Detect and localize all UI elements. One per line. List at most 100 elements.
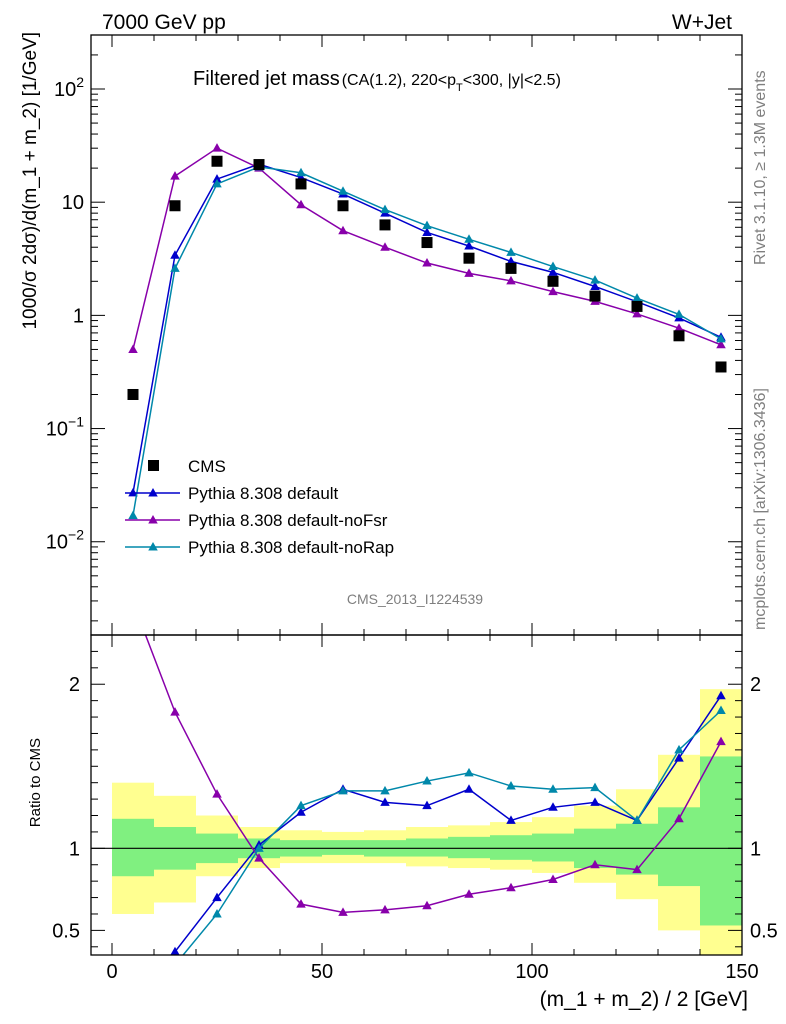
band-inner-bin-14 bbox=[700, 756, 742, 926]
top-marker-pythia-8-308-default-norap bbox=[212, 178, 222, 188]
bottom-band-layer bbox=[112, 689, 742, 955]
legend-marker bbox=[148, 542, 158, 551]
header-left: 7000 GeV pp bbox=[102, 11, 226, 34]
ratio-marker-pythia-8-308-default-norap bbox=[296, 800, 306, 810]
ratio-marker-pythia-8-308-default bbox=[422, 800, 432, 810]
band-inner-bin-0 bbox=[112, 818, 154, 877]
ratio-marker-pythia-8-308-default-nofsr bbox=[548, 874, 558, 884]
data-point-cms bbox=[505, 262, 517, 274]
top-marker-pythia-8-308-default bbox=[464, 241, 474, 250]
legend-label: Pythia 8.308 default bbox=[188, 484, 339, 503]
legend-marker bbox=[148, 515, 158, 524]
data-point-cms bbox=[337, 200, 349, 212]
data-point-cms bbox=[421, 237, 433, 249]
top-marker-pythia-8-308-default-nofsr bbox=[296, 199, 306, 209]
ratio-marker-pythia-8-308-default-nofsr bbox=[632, 864, 642, 874]
ratio-marker-pythia-8-308-default-norap bbox=[464, 767, 474, 777]
top-marker-pythia-8-308-default-nofsr bbox=[338, 225, 348, 235]
top-marker-pythia-8-308-default-norap bbox=[716, 333, 726, 343]
top-marker-pythia-8-308-default-norap bbox=[674, 309, 684, 318]
legend-item: Pythia 8.308 default-noFsr bbox=[125, 511, 388, 530]
ratio-marker-pythia-8-308-default-norap bbox=[716, 705, 726, 714]
legend-label: CMS bbox=[188, 457, 226, 476]
bottom-y-tick-label-left: 0.5 bbox=[52, 920, 80, 942]
ratio-marker-pythia-8-308-default-norap bbox=[338, 785, 348, 795]
ratio-marker-pythia-8-308-default-nofsr bbox=[506, 882, 516, 892]
title-main: Filtered jet mass bbox=[193, 68, 340, 90]
data-point-cms bbox=[253, 159, 265, 171]
legend-label: Pythia 8.308 default-noRap bbox=[188, 538, 394, 557]
data-point-cms bbox=[169, 200, 181, 212]
top-marker-pythia-8-308-default-norap bbox=[170, 263, 180, 272]
x-tick-label: 0 bbox=[106, 961, 117, 983]
ratio-marker-pythia-8-308-default bbox=[506, 815, 516, 824]
ratio-marker-pythia-8-308-default-norap bbox=[548, 784, 558, 793]
ratio-marker-pythia-8-308-default-norap bbox=[590, 782, 600, 792]
bottom-series-layer bbox=[144, 635, 726, 955]
top-marker-pythia-8-308-default-nofsr bbox=[632, 308, 642, 318]
x-tick-label: 100 bbox=[515, 961, 548, 983]
band-inner-bin-8 bbox=[448, 836, 490, 859]
legend: CMS Pythia 8.308 default Pythia 8.308 defa… bbox=[125, 457, 394, 557]
ratio-marker-pythia-8-308-default-nofsr bbox=[170, 707, 180, 716]
x-tick-label: 50 bbox=[311, 961, 333, 983]
axes-layer bbox=[90, 34, 743, 956]
top-marker-pythia-8-308-default-nofsr bbox=[464, 268, 474, 277]
top-marker-pythia-8-308-default bbox=[422, 227, 432, 236]
bottom-y-tick-label-right: 0.5 bbox=[750, 920, 778, 942]
top-marker-pythia-8-308-default bbox=[170, 250, 180, 259]
ratio-marker-pythia-8-308-default-nofsr bbox=[254, 853, 264, 862]
ratio-marker-pythia-8-308-default bbox=[674, 753, 684, 762]
side-text-bottom: mcplots.cern.ch [arXiv:1306.3436] bbox=[752, 388, 769, 630]
ratio-marker-pythia-8-308-default-nofsr bbox=[212, 789, 222, 798]
top-marker-pythia-8-308-default-norap bbox=[380, 204, 390, 214]
data-point-cms bbox=[295, 178, 307, 190]
ratio-marker-pythia-8-308-default-norap bbox=[506, 780, 516, 790]
data-point-cms bbox=[211, 155, 223, 167]
plot-title: Filtered jet mass (CA(1.2), 220<pT<300, |… bbox=[193, 68, 561, 94]
top-y-tick-label: 10−2 bbox=[46, 527, 84, 554]
top-marker-pythia-8-308-default bbox=[128, 487, 138, 497]
bottom-y-tick-label-right: 1 bbox=[750, 838, 761, 860]
data-point-cms bbox=[463, 252, 475, 264]
top-marker-pythia-8-308-default-nofsr bbox=[212, 143, 222, 152]
data-point-cms bbox=[631, 300, 643, 312]
data-points-layer bbox=[127, 155, 727, 400]
top-marker-pythia-8-308-default-norap bbox=[338, 186, 348, 195]
top-y-axis-label: 1000/σ 2dσ)/d(m_1 + m_2) [1/GeV] bbox=[20, 32, 41, 330]
top-marker-pythia-8-308-default-nofsr bbox=[422, 258, 432, 267]
ratio-marker-pythia-8-308-default-nofsr bbox=[296, 899, 306, 908]
bottom-plot-frame bbox=[90, 634, 743, 956]
top-marker-pythia-8-308-default-norap bbox=[296, 167, 306, 177]
ratio-marker-pythia-8-308-default bbox=[590, 797, 600, 806]
top-marker-pythia-8-308-default-norap bbox=[422, 220, 432, 230]
watermark: CMS_2013_I1224539 bbox=[347, 591, 483, 607]
x-axis-label: (m_1 + m_2) / 2 [GeV] bbox=[540, 988, 748, 1011]
top-y-tick-label: 102 bbox=[54, 74, 84, 101]
data-point-cms bbox=[547, 275, 559, 287]
top-series-layer bbox=[128, 143, 726, 520]
bottom-y-axis-label: Ratio to CMS bbox=[27, 738, 44, 827]
legend-label: Pythia 8.308 default-noFsr bbox=[188, 511, 388, 530]
ratio-marker-pythia-8-308-default bbox=[212, 892, 222, 902]
top-marker-pythia-8-308-default-nofsr bbox=[128, 344, 138, 353]
top-marker-pythia-8-308-default bbox=[506, 256, 516, 265]
top-marker-pythia-8-308-default-nofsr bbox=[674, 323, 684, 332]
band-inner-bin-10 bbox=[532, 833, 574, 862]
header-right: W+Jet bbox=[672, 11, 732, 34]
top-marker-pythia-8-308-default-norap bbox=[128, 510, 138, 520]
top-marker-pythia-8-308-default-nofsr bbox=[716, 339, 726, 349]
ratio-marker-pythia-8-308-default bbox=[464, 784, 474, 793]
side-text-top: Rivet 3.1.10, ≥ 1.3M events bbox=[752, 70, 769, 265]
bottom-y-tick-label-left: 2 bbox=[69, 674, 80, 696]
data-point-cms bbox=[127, 388, 139, 400]
data-point-cms bbox=[589, 290, 601, 302]
ratio-marker-pythia-8-308-default-norap bbox=[674, 744, 684, 754]
ratio-marker-pythia-8-308-default-norap bbox=[380, 785, 390, 795]
ratio-marker-pythia-8-308-default-nofsr bbox=[464, 889, 474, 898]
bottom-y-tick-label-left: 1 bbox=[69, 838, 80, 860]
ratio-marker-pythia-8-308-default-nofsr bbox=[338, 907, 348, 916]
top-marker-pythia-8-308-default bbox=[548, 267, 558, 276]
top-marker-pythia-8-308-default-nofsr bbox=[170, 171, 180, 180]
top-marker-pythia-8-308-default-norap bbox=[506, 247, 516, 256]
